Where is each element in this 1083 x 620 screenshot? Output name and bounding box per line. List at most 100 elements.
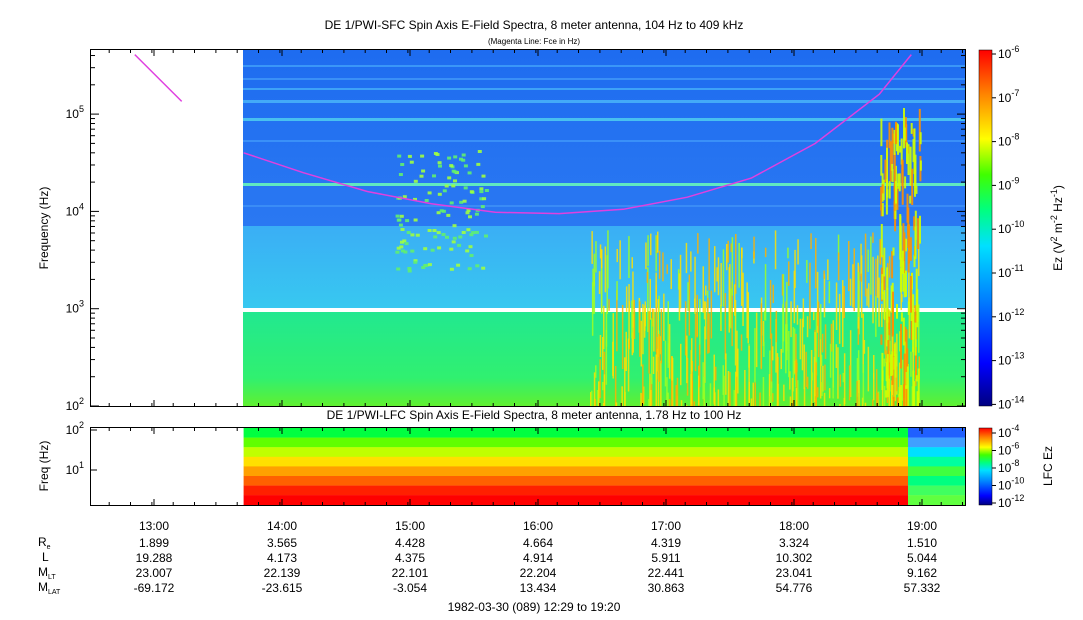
emission-streak — [797, 380, 799, 406]
emission-streak — [849, 330, 852, 397]
emission-streak — [893, 129, 896, 155]
ephemeris-value: 4.319 — [650, 536, 682, 550]
emission-streak — [753, 236, 755, 259]
x-tick-label: 18:00 — [779, 519, 809, 533]
sfc-colorbar-tick: 10-10 — [998, 219, 1024, 236]
emission-patch — [407, 267, 412, 270]
emission-streak — [621, 304, 624, 370]
emission-streak — [912, 346, 914, 383]
lfc-band — [243, 428, 909, 438]
emission-streak — [769, 396, 771, 406]
emission-streak — [815, 312, 818, 376]
emission-streak — [901, 359, 904, 401]
emission-streak — [912, 309, 915, 353]
emission-streak — [910, 276, 912, 313]
emission-streak — [823, 274, 826, 318]
emission-patch — [481, 174, 486, 178]
emission-streak — [775, 319, 777, 373]
emission-streak — [770, 381, 773, 406]
lfc-band — [908, 485, 965, 496]
emission-patch — [402, 195, 407, 199]
emission-patch — [424, 199, 429, 202]
emission-streak — [658, 250, 661, 279]
lfc-band — [243, 466, 909, 477]
emission-patch — [477, 150, 482, 153]
emission-streak — [880, 186, 883, 211]
lfc-band — [908, 476, 965, 486]
emission-streak — [625, 331, 627, 371]
emission-streak — [868, 283, 870, 308]
emission-streak — [614, 366, 617, 406]
sfc-colorbar — [978, 49, 993, 407]
spectral-line — [243, 78, 965, 80]
emission-streak — [884, 298, 886, 355]
lfc-band — [243, 495, 909, 505]
emission-streak — [863, 340, 866, 354]
ephemeris-value: 30.863 — [647, 581, 685, 595]
emission-streak — [914, 210, 917, 240]
emission-streak — [731, 281, 733, 347]
emission-streak — [734, 284, 736, 316]
emission-streak — [828, 388, 831, 399]
emission-streak — [805, 351, 807, 387]
emission-streak — [886, 354, 889, 398]
emission-streak — [891, 164, 894, 171]
emission-patch — [405, 219, 410, 223]
emission-streak — [813, 312, 815, 321]
emission-streak — [856, 358, 859, 397]
emission-streak — [763, 310, 766, 321]
x-tick-label: 19:00 — [907, 519, 937, 533]
emission-streak — [788, 331, 790, 378]
emission-streak — [911, 168, 914, 205]
emission-streak — [903, 270, 906, 298]
emission-streak — [864, 233, 867, 297]
emission-streak — [849, 278, 852, 306]
emission-streak — [889, 141, 892, 182]
emission-streak — [643, 305, 646, 338]
emission-patch — [479, 190, 484, 194]
emission-streak — [668, 399, 671, 406]
emission-patch — [474, 230, 479, 234]
emission-streak — [595, 365, 597, 378]
emission-streak — [642, 386, 645, 405]
emission-streak — [824, 324, 827, 359]
spectral-line — [243, 183, 965, 186]
emission-streak — [820, 354, 823, 366]
emission-streak — [755, 312, 758, 368]
emission-streak — [666, 264, 668, 274]
emission-streak — [741, 247, 743, 306]
emission-streak — [717, 389, 720, 406]
emission-patch — [410, 249, 415, 253]
emission-streak — [880, 334, 883, 345]
emission-streak — [901, 294, 903, 303]
sfc-y-tick-label: 104 — [66, 201, 84, 218]
emission-streak — [891, 251, 894, 279]
emission-streak — [730, 243, 732, 253]
emission-streak — [835, 344, 838, 368]
emission-streak — [873, 373, 875, 401]
emission-streak — [729, 372, 731, 406]
emission-streak — [813, 356, 816, 403]
lfc-band — [243, 447, 909, 457]
lfc-colorbar-tick: 10-12 — [998, 493, 1024, 510]
emission-streak — [769, 350, 771, 397]
emission-streak — [742, 272, 744, 326]
emission-streak — [909, 146, 912, 186]
emission-streak — [879, 239, 881, 264]
emission-patch — [476, 162, 481, 166]
emission-patch — [461, 153, 466, 157]
emission-streak — [905, 238, 907, 252]
emission-patch — [449, 247, 454, 251]
emission-streak — [684, 301, 687, 356]
emission-streak — [615, 405, 618, 406]
lfc-band — [908, 456, 965, 467]
emission-streak — [687, 282, 689, 311]
sfc-title: DE 1/PWI-SFC Spin Axis E-Field Spectra, … — [324, 18, 744, 32]
emission-streak — [824, 364, 826, 391]
lfc-colorbar-tick: 10-8 — [998, 458, 1019, 475]
emission-streak — [902, 261, 905, 292]
emission-streak — [902, 223, 905, 266]
emission-streak — [657, 299, 659, 357]
sfc-colorbar-label: Ez (V2 m-2 Hz-1) — [1049, 185, 1065, 271]
ephemeris-value: -23.615 — [261, 581, 303, 595]
